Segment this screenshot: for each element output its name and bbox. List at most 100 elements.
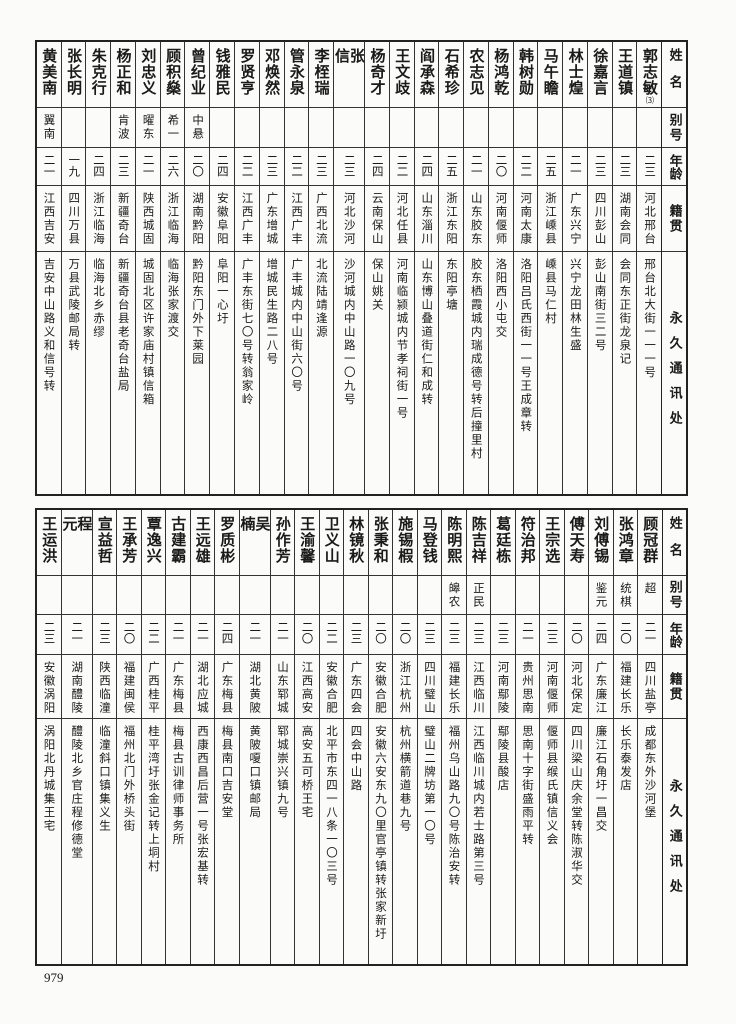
cell-origin: 江西广丰 bbox=[234, 186, 259, 252]
person-name: 曾纪业 bbox=[188, 48, 207, 96]
cell-alias bbox=[309, 108, 334, 148]
cell-address: 北流陆靖逢源 bbox=[309, 252, 333, 494]
cell-age: 二一 bbox=[239, 615, 270, 655]
person-age: 二三 bbox=[265, 154, 280, 177]
person-name: 王宗选 bbox=[543, 516, 562, 564]
cell-age: 二三 bbox=[92, 615, 116, 655]
cell-alias bbox=[141, 576, 165, 615]
person-address: 邢台北大街一一一号 bbox=[643, 258, 658, 380]
cell-name: 林镜秋 bbox=[344, 510, 368, 576]
person-age: 二三 bbox=[593, 154, 608, 177]
cell-alias bbox=[563, 108, 587, 148]
person-name: 管永泉 bbox=[287, 48, 306, 96]
cell-address: 黔阳东门外下莱园 bbox=[185, 252, 209, 494]
person-origin: 浙江临海 bbox=[92, 192, 107, 246]
cell-age: 二一 bbox=[515, 615, 539, 655]
cell-address: 吉安中山路义和信号转 bbox=[37, 252, 61, 494]
person-name: 朱克行 bbox=[89, 48, 108, 96]
cell-address: 山东博山叠道街仁和成转 bbox=[415, 252, 439, 494]
person-column: 王宗选 二三 河南偃师 偃师县缑氏镇信义会 bbox=[539, 510, 564, 964]
cell-age: 二三 bbox=[259, 148, 284, 186]
cell-origin: 贵州思南 bbox=[515, 655, 539, 719]
person-origin: 安徽合肥 bbox=[374, 661, 388, 715]
cell-alias bbox=[259, 108, 284, 148]
person-name: 葛廷栋 bbox=[494, 516, 513, 564]
person-origin: 河南鄢陵 bbox=[496, 661, 511, 715]
cell-name: 农志见 bbox=[464, 42, 488, 108]
person-column: 程元 二一 湖南醴陵 醴陵北乡官庄程修德堂 bbox=[60, 510, 92, 964]
person-column: 李桎瑞 二三 广西北流 北流陆靖逢源 bbox=[308, 42, 334, 494]
person-name: 李桎瑞 bbox=[312, 48, 331, 96]
cell-address: 河南临颍城内节孝祠街一号 bbox=[390, 252, 414, 494]
person-origin: 河南太康 bbox=[519, 192, 534, 246]
roster-table-top: 姓名 别号 年龄 籍贯 永久通讯处 郭志敏 ⑶ 二三 河北邢台 邢台北大街一一一号 王道镇 二三 湖南会… bbox=[35, 40, 688, 496]
cell-name: 阎承森 bbox=[414, 42, 439, 108]
person-age: 二〇 bbox=[619, 621, 633, 644]
header-age: 年龄 bbox=[662, 148, 686, 186]
person-origin: 广西桂平 bbox=[147, 661, 161, 715]
person-address: 临海张家渡交 bbox=[166, 258, 181, 339]
person-name: 马登钱 bbox=[420, 516, 439, 564]
header-name: 姓名 bbox=[662, 42, 686, 108]
person-origin: 安徽合肥 bbox=[325, 661, 339, 715]
person-column: 黄美南 翼南 二一 江西吉安 吉安中山路义和信号转 bbox=[36, 42, 61, 494]
person-column: 曾纪业 中悬 二〇 湖南黔阳 黔阳东门外下莱园 bbox=[184, 42, 210, 494]
header-address: 永久通讯处 bbox=[666, 779, 682, 904]
footnote-marker: ⑶ bbox=[645, 96, 655, 105]
cell-address: 长乐泰发店 bbox=[614, 719, 638, 964]
cell-alias bbox=[215, 576, 239, 615]
cell-age: 二一 bbox=[464, 148, 488, 186]
person-origin: 湖南黔阳 bbox=[191, 192, 206, 246]
header-origin: 籍贯 bbox=[662, 655, 686, 719]
person-address: 吉安中山路义和信号转 bbox=[42, 258, 57, 393]
person-address: 广丰城内中山街六〇号 bbox=[290, 258, 305, 393]
cell-alias bbox=[439, 108, 464, 148]
person-alias: 肯波 bbox=[116, 114, 131, 141]
person-column: 郭志敏 ⑶ 二三 河北邢台 邢台北大街一一一号 bbox=[636, 42, 662, 494]
cell-origin: 湖北应城 bbox=[190, 655, 214, 719]
person-name: 卫义山 bbox=[322, 516, 341, 564]
person-origin: 新疆奇台 bbox=[116, 192, 131, 246]
cell-age: 二四 bbox=[215, 615, 239, 655]
cell-age: 二二 bbox=[284, 148, 309, 186]
cell-alias bbox=[319, 576, 343, 615]
cell-name: 徐嘉言 bbox=[587, 42, 612, 108]
person-name: 孙作芳 bbox=[273, 516, 292, 564]
cell-origin: 山东郓城 bbox=[270, 655, 294, 719]
person-age: 一九 bbox=[67, 154, 82, 177]
cell-alias bbox=[61, 576, 92, 615]
person-address: 江西临川城内若士路第三号 bbox=[472, 725, 486, 887]
cell-alias bbox=[210, 108, 234, 148]
cell-name: 李桎瑞 bbox=[309, 42, 334, 108]
person-age: 二二 bbox=[240, 154, 255, 177]
cell-address: 彭山南街三二号 bbox=[588, 252, 612, 494]
person-column: 王承芳 二〇 福建闽侯 福州北门外桥头街 bbox=[116, 510, 141, 964]
person-age: 二〇 bbox=[570, 621, 584, 644]
cell-age: 二二 bbox=[389, 148, 414, 186]
cell-alias bbox=[368, 576, 392, 615]
cell-address: 成都东外沙河堡 bbox=[638, 719, 662, 964]
person-age: 二四 bbox=[220, 621, 235, 644]
person-name: 符治邦 bbox=[518, 516, 537, 564]
cell-name: 郭志敏 ⑶ bbox=[637, 42, 662, 108]
person-age: 二〇 bbox=[191, 154, 206, 177]
person-name: 陈明熙 bbox=[445, 516, 464, 564]
person-column: 孙作芳 二一 山东郓城 郓城崇兴镇九号 bbox=[269, 510, 294, 964]
cell-age: 二四 bbox=[210, 148, 234, 186]
person-age: 二三 bbox=[98, 621, 112, 644]
cell-name: 马登钱 bbox=[417, 510, 441, 576]
cell-alias bbox=[515, 576, 539, 615]
person-age: 二二 bbox=[147, 621, 161, 644]
cell-address: 临海北乡赤缪 bbox=[86, 252, 110, 494]
cell-address: 临海张家渡交 bbox=[161, 252, 185, 494]
person-age: 二三 bbox=[423, 621, 437, 644]
person-alias: 曜东 bbox=[141, 114, 156, 141]
cell-alias bbox=[344, 576, 368, 615]
cell-age: 二三 bbox=[637, 148, 662, 186]
person-name: 黄美南 bbox=[40, 48, 59, 96]
cell-origin: 山东淄川 bbox=[414, 186, 439, 252]
person-column: 张长明 一九 四川万县 万县武陵邮局转 bbox=[60, 42, 86, 494]
header-address: 永久通讯处 bbox=[666, 310, 682, 436]
person-age: 二二 bbox=[519, 154, 534, 177]
person-column: 管永泉 二二 江西广丰 广丰城内中山街六〇号 bbox=[283, 42, 309, 494]
